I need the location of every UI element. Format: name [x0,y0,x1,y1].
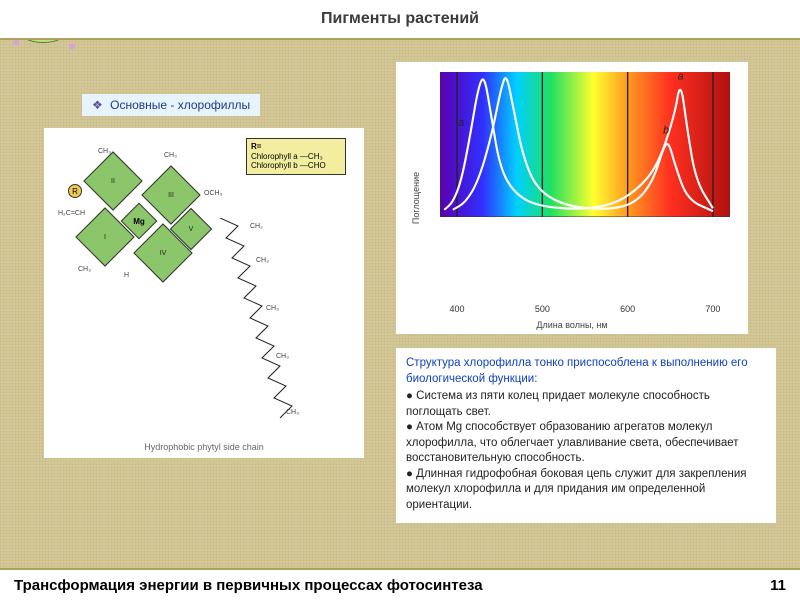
svg-text:a: a [678,72,684,83]
legend-row: Chlorophyll a —CH₃ [251,152,341,162]
page-title: Пигменты растений [321,10,479,28]
svg-text:CH₃: CH₃ [276,353,289,360]
svg-text:CH₃: CH₃ [266,305,279,312]
diamond-bullet-icon: ❖ [92,98,103,112]
svg-text:a: a [458,117,464,129]
r-group-marker: R [68,184,82,198]
spectrum-plot: a a b b [440,72,730,217]
legend-title: R= [251,142,341,152]
legend-row: Chlorophyll b —CHO [251,161,341,171]
bullet-item: Система из пяти колец придает молекуле с… [406,389,766,420]
subheading-badge: ❖ Основные - хлорофиллы [82,94,260,116]
absorption-spectrum-chart: Поглощение a a b b 400500600700 Длина волны… [396,62,748,334]
subheading-text: Основные - хлорофиллы [110,98,250,112]
bullet-list: Система из пяти колец придает молекуле с… [406,389,766,513]
r-group-legend: R= Chlorophyll a —CH₃ Chlorophyll b —CHO [246,138,346,175]
phytyl-chain: CH₂ CH₃ CH₃ CH₃ CH₃ [220,218,350,448]
footer-bar: Трансформация энергии в первичных процес… [0,568,800,600]
bullet-item: Атом Mg способствует образованию агрегат… [406,420,766,467]
porphyrin-ring-diagram: R II III I IV V Mg CH₃ CH₃ OCH₃ H₂C=CH C… [64,154,214,284]
bullet-item: Длинная гидрофобная боковая цепь служит … [406,467,766,514]
svg-text:CH₃: CH₃ [286,409,299,416]
svg-text:b: b [501,72,507,73]
x-axis-ticks: 400500600700 [440,304,730,316]
footer-text: Трансформация энергии в первичных процес… [14,577,770,594]
page-number: 11 [770,577,786,594]
x-axis-label: Длина волны, нм [396,320,748,330]
molecule-caption: Hydrophobic phytyl side chain [44,442,364,452]
svg-text:CH₂: CH₂ [250,223,263,230]
title-bar: Пигменты растений [0,0,800,40]
chlorophyll-structure-panel: R= Chlorophyll a —CH₃ Chlorophyll b —CHO… [44,128,364,458]
svg-text:CH₃: CH₃ [256,257,269,264]
svg-text:b: b [663,124,669,136]
lead-sentence: Структура хлорофилла тонко приспособлена… [406,356,766,387]
description-panel: Структура хлорофилла тонко приспособлена… [396,348,776,523]
y-axis-label: Поглощение [411,172,421,224]
